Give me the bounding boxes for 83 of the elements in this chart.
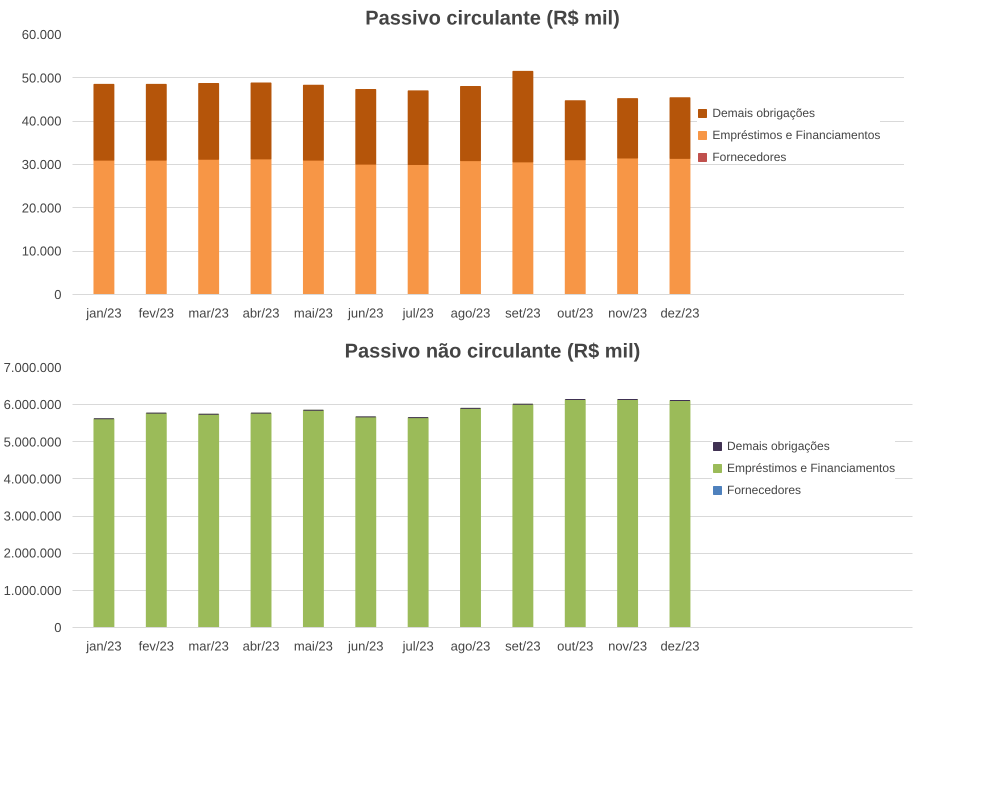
x-tick-label: mar/23 bbox=[188, 638, 229, 654]
bar bbox=[198, 414, 220, 628]
bar bbox=[617, 398, 638, 628]
legend-label: Demais obrigações bbox=[712, 106, 816, 120]
x-tick-label: out/23 bbox=[557, 306, 594, 320]
legend-label: Fornecedores bbox=[727, 483, 802, 497]
x-tick-label: nov/23 bbox=[608, 306, 648, 320]
x-tick-label: fev/23 bbox=[138, 306, 174, 320]
y-tick-label: 50.000 bbox=[22, 70, 62, 86]
x-tick-label: abr/23 bbox=[242, 306, 280, 320]
bar bbox=[93, 84, 114, 161]
x-tick-label: jun/23 bbox=[347, 306, 384, 320]
legend-label: Empréstimos e Financiamentos bbox=[727, 461, 896, 475]
x-tick-label: jul/23 bbox=[402, 306, 434, 320]
bar bbox=[460, 160, 481, 294]
y-tick-label: 1.000.000 bbox=[4, 582, 62, 598]
x-tick-label: nov/23 bbox=[608, 638, 648, 654]
y-tick-label: 4.000.000 bbox=[4, 471, 62, 486]
x-tick-label: set/23 bbox=[505, 306, 541, 320]
y-tick-label: 20.000 bbox=[22, 200, 62, 216]
chart-title: Passivo circulante (R$ mil) bbox=[365, 8, 620, 30]
x-tick-label: ago/23 bbox=[450, 306, 490, 320]
bar bbox=[460, 86, 481, 162]
y-tick-label: 6.000.000 bbox=[4, 397, 62, 412]
legend-label: Fornecedores bbox=[712, 150, 786, 164]
y-tick-label: 2.000.000 bbox=[4, 546, 62, 561]
bar bbox=[670, 158, 690, 294]
bar bbox=[564, 100, 586, 160]
bar bbox=[93, 160, 114, 294]
y-tick-label: 5.000.000 bbox=[4, 434, 62, 450]
bar bbox=[408, 90, 429, 165]
bar bbox=[302, 410, 324, 628]
x-tick-label: mar/23 bbox=[188, 306, 229, 320]
bar bbox=[670, 400, 690, 628]
bar bbox=[198, 82, 220, 160]
x-tick-label: jan/23 bbox=[85, 306, 122, 320]
legend-label: Demais obrigações bbox=[727, 439, 830, 453]
bar bbox=[250, 158, 272, 294]
bar bbox=[617, 98, 638, 158]
x-tick-label: abr/23 bbox=[242, 638, 280, 654]
x-tick-label: jul/23 bbox=[402, 638, 434, 654]
x-tick-label: fev/23 bbox=[138, 638, 174, 654]
bar bbox=[408, 417, 429, 628]
y-tick-label: 40.000 bbox=[22, 114, 62, 129]
x-tick-label: ago/23 bbox=[450, 638, 490, 654]
bar bbox=[198, 158, 220, 294]
x-tick-label: jan/23 bbox=[85, 638, 122, 654]
bar bbox=[93, 418, 114, 628]
y-tick-label: 60.000 bbox=[22, 27, 62, 42]
bar bbox=[512, 161, 534, 294]
x-tick-label: dez/23 bbox=[660, 638, 700, 654]
bar bbox=[146, 412, 167, 628]
x-tick-label: out/23 bbox=[557, 638, 594, 654]
chart-title: Passivo não circulante (R$ mil) bbox=[344, 340, 640, 362]
y-tick-label: 30.000 bbox=[22, 157, 62, 172]
y-tick-label: 3.000.000 bbox=[4, 508, 62, 524]
bar bbox=[355, 416, 376, 628]
y-tick-label: 7.000.000 bbox=[4, 360, 62, 375]
bar bbox=[250, 82, 272, 160]
y-tick-label: 0 bbox=[54, 620, 62, 635]
bar bbox=[564, 398, 586, 628]
y-tick-label: 0 bbox=[54, 287, 62, 302]
bar bbox=[460, 408, 481, 628]
x-tick-label: mai/23 bbox=[294, 306, 333, 320]
bar bbox=[146, 160, 167, 294]
bar bbox=[355, 89, 376, 165]
x-tick-label: mai/23 bbox=[294, 638, 333, 654]
x-tick-label: jun/23 bbox=[347, 638, 384, 654]
bar bbox=[617, 158, 638, 294]
bar bbox=[512, 70, 534, 162]
bar bbox=[512, 404, 534, 628]
y-tick-label: 10.000 bbox=[22, 244, 62, 259]
legend-label: Empréstimos e Financiamentos bbox=[712, 128, 880, 142]
bar bbox=[146, 84, 167, 161]
bar bbox=[250, 412, 272, 628]
x-tick-label: set/23 bbox=[505, 638, 541, 654]
bar bbox=[670, 97, 690, 159]
bar bbox=[408, 164, 429, 294]
bar bbox=[302, 160, 324, 294]
x-tick-label: dez/23 bbox=[660, 306, 700, 320]
bar bbox=[355, 164, 376, 294]
bar bbox=[564, 159, 586, 294]
bar bbox=[302, 84, 324, 161]
